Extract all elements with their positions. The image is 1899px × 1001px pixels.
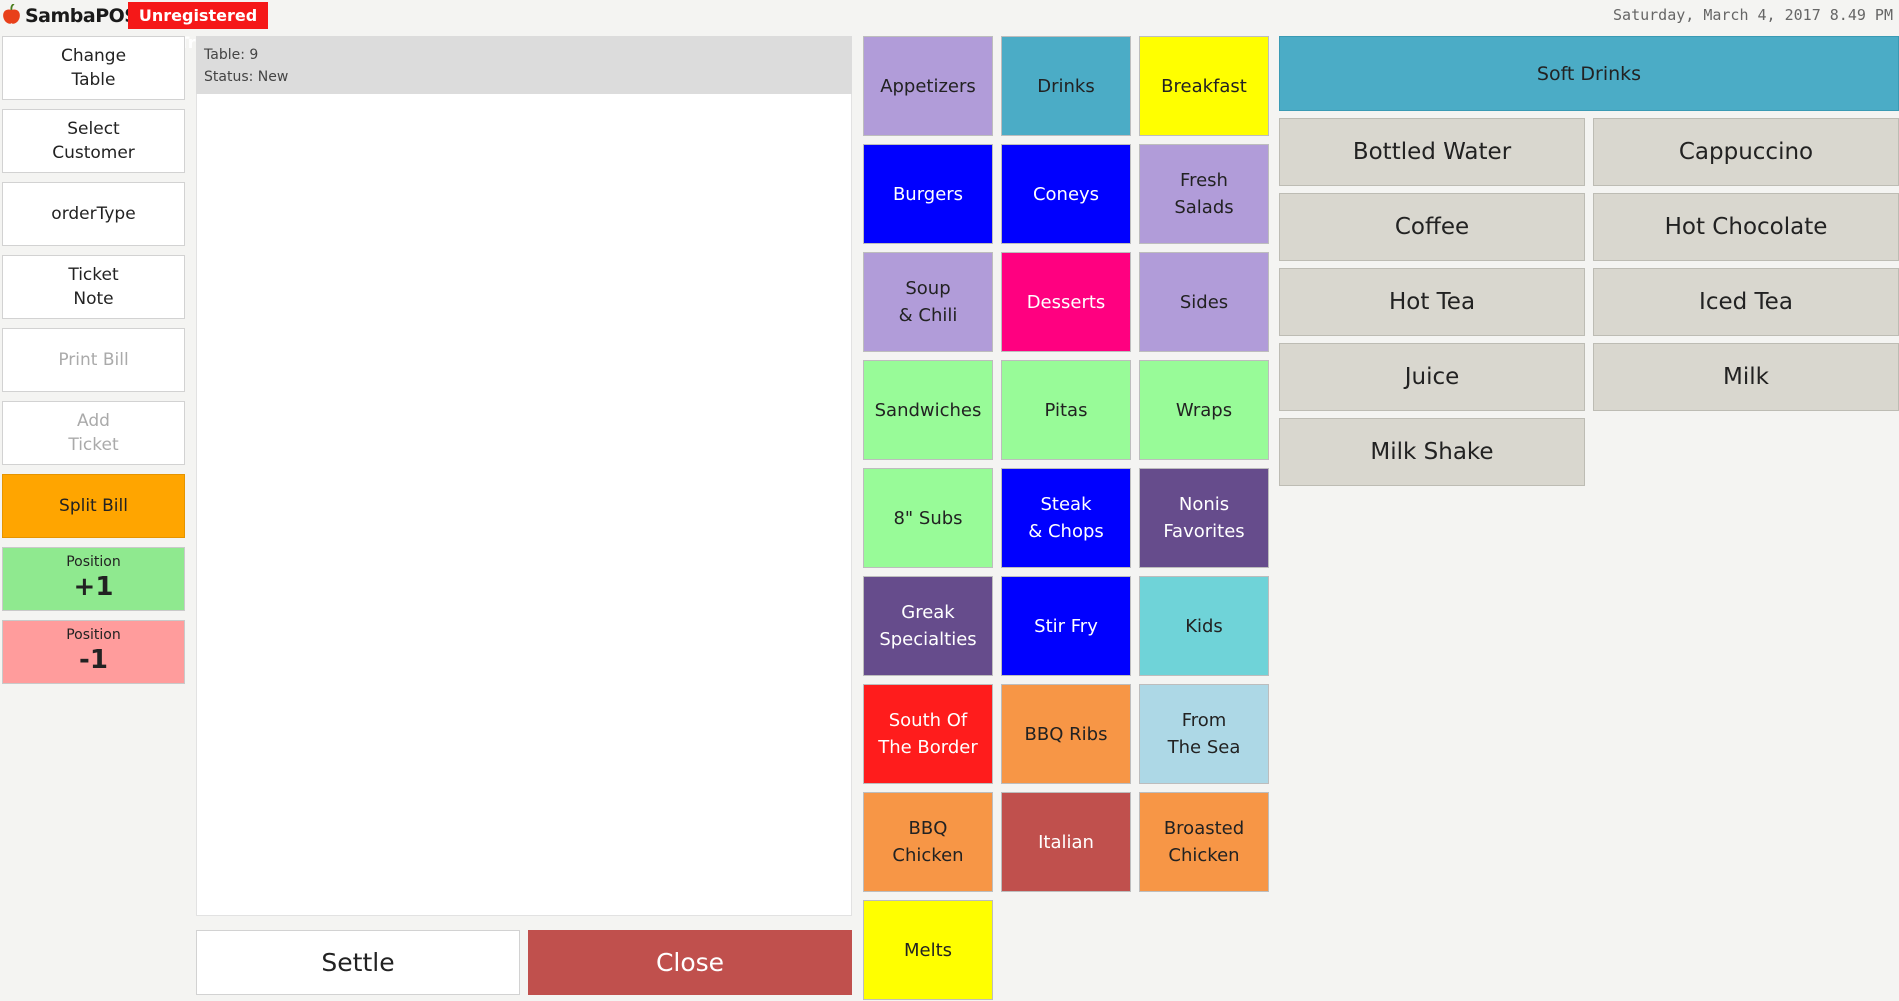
position-plus-value: +1 [73, 572, 114, 602]
app-title: SambaPOS [25, 5, 138, 27]
category-label: Sides [1179, 291, 1229, 313]
change-table-button[interactable]: Change Table [2, 36, 185, 100]
category-label: Kids [1185, 615, 1223, 637]
category-button[interactable]: Sides [1139, 252, 1269, 352]
menu-group-soft-drinks[interactable]: Soft Drinks [1279, 36, 1899, 111]
menu-item-button[interactable]: Milk [1593, 343, 1899, 411]
category-button[interactable]: BBQ Chicken [863, 792, 993, 892]
category-button[interactable]: South Of The Border [863, 684, 993, 784]
position-minus-value: -1 [79, 645, 108, 675]
category-label: BBQ Chicken [892, 818, 964, 866]
ticket-header: Table: 9 Status: New [196, 36, 852, 94]
category-label: Italian [1038, 831, 1094, 853]
category-button[interactable]: From The Sea [1139, 684, 1269, 784]
category-button[interactable]: Stir Fry [1001, 576, 1131, 676]
category-label: Soup & Chili [898, 278, 958, 326]
position-plus-button[interactable]: Position +1 [2, 547, 185, 611]
menu-item-button[interactable]: Iced Tea [1593, 268, 1899, 336]
menu-item-button[interactable]: Hot Tea [1279, 268, 1585, 336]
category-label: From The Sea [1167, 710, 1241, 758]
category-button[interactable]: Pitas [1001, 360, 1131, 460]
category-label: Coneys [1032, 183, 1100, 205]
category-button[interactable]: BBQ Ribs [1001, 684, 1131, 784]
category-button[interactable]: 8" Subs [863, 468, 993, 568]
print-bill-button[interactable]: Print Bill [2, 328, 185, 392]
ticket-note-button[interactable]: Ticket Note [2, 255, 185, 319]
category-label: BBQ Ribs [1024, 723, 1108, 745]
category-button[interactable]: Melts [863, 900, 993, 1000]
category-button[interactable]: Soup & Chili [863, 252, 993, 352]
category-button[interactable]: Broasted Chicken [1139, 792, 1269, 892]
ticket-table: Table: 9 [204, 47, 259, 63]
category-button[interactable]: Breakfast [1139, 36, 1269, 136]
category-grid: Appetizers Drinks Breakfast Burgers Coneys Fr… [863, 36, 1269, 1000]
category-button[interactable]: Appetizers [863, 36, 993, 136]
datetime: Saturday, March 4, 2017 8.49 PM [1613, 6, 1893, 24]
category-label: Steak & Chops [1028, 494, 1104, 542]
menu-item-button[interactable]: Milk Shake [1279, 418, 1585, 486]
position-plus-label: Position [66, 554, 121, 570]
menu-item-button[interactable]: Coffee [1279, 193, 1585, 261]
category-button[interactable]: Fresh Salads [1139, 144, 1269, 244]
change-table-label: Change Table [60, 46, 127, 90]
category-label: Stir Fry [1034, 615, 1098, 637]
ticket-status: Status: New [204, 69, 289, 85]
order-type-button[interactable]: orderType [2, 182, 185, 246]
category-button[interactable]: Desserts [1001, 252, 1131, 352]
category-label: Broasted Chicken [1163, 818, 1245, 866]
category-button[interactable]: Greak Specialties [863, 576, 993, 676]
split-bill-label: Split Bill [59, 496, 128, 516]
split-bill-button[interactable]: Split Bill [2, 474, 185, 538]
ticket-orders-area[interactable] [196, 94, 852, 916]
category-button[interactable]: Coneys [1001, 144, 1131, 244]
select-customer-label: Select Customer [52, 119, 135, 163]
category-label: Fresh Salads [1174, 170, 1234, 218]
category-label: 8" Subs [893, 507, 963, 529]
category-button[interactable]: Sandwiches [863, 360, 993, 460]
category-button[interactable]: Burgers [863, 144, 993, 244]
settle-button[interactable]: Settle [196, 930, 520, 995]
menu-item-button[interactable]: Cappuccino [1593, 118, 1899, 186]
close-button[interactable]: Close [528, 930, 852, 995]
position-minus-button[interactable]: Position -1 [2, 620, 185, 684]
menu-item-grid: Bottled Water Cappuccino Coffee Hot Chocola… [1279, 118, 1899, 498]
category-label: Burgers [892, 183, 964, 205]
menu-item-button[interactable]: Juice [1279, 343, 1585, 411]
category-button[interactable]: Wraps [1139, 360, 1269, 460]
category-label: Sandwiches [874, 399, 982, 421]
category-label: Appetizers [880, 75, 976, 97]
add-ticket-button[interactable]: Add Ticket [2, 401, 185, 465]
trial-badge: Unregistered Trial [128, 2, 268, 52]
position-minus-label: Position [66, 627, 121, 643]
menu-item-button[interactable]: Hot Chocolate [1593, 193, 1899, 261]
select-customer-button[interactable]: Select Customer [2, 109, 185, 173]
category-label: Desserts [1026, 291, 1106, 313]
category-button[interactable]: Kids [1139, 576, 1269, 676]
category-button[interactable]: Drinks [1001, 36, 1131, 136]
category-label: Wraps [1175, 399, 1233, 421]
category-button[interactable]: Nonis Favorites [1139, 468, 1269, 568]
category-label: South Of The Border [878, 710, 978, 758]
category-label: Greak Specialties [879, 602, 977, 650]
add-ticket-label: Add Ticket [68, 411, 119, 455]
category-button[interactable]: Steak & Chops [1001, 468, 1131, 568]
category-label: Melts [903, 939, 953, 961]
category-label: Drinks [1037, 75, 1095, 97]
order-type-label: orderType [51, 204, 136, 224]
category-label: Pitas [1044, 399, 1088, 421]
ticket-note-label: Ticket Note [68, 265, 119, 309]
print-bill-label: Print Bill [58, 350, 129, 370]
category-label: Breakfast [1161, 75, 1247, 97]
menu-item-button[interactable]: Bottled Water [1279, 118, 1585, 186]
category-label: Nonis Favorites [1163, 494, 1245, 542]
sambapos-logo-icon [3, 4, 20, 24]
category-button[interactable]: Italian [1001, 792, 1131, 892]
